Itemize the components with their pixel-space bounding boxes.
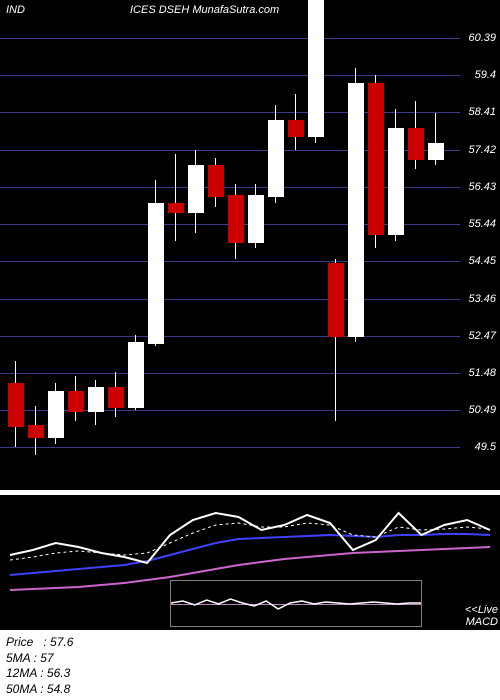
price-level-label: 55.44	[468, 218, 496, 230]
price-level-label: 53.46	[468, 293, 496, 305]
price-level-label: 59.4	[475, 69, 496, 81]
price-level-label: 54.45	[468, 255, 496, 267]
main-candlestick-chart: IND ICES DSEH MunafaSutra.com 60.39 59.4 5…	[0, 0, 500, 490]
info-panel: Price : 57.6 5MA : 57 12MA : 56.3 50MA :…	[0, 635, 500, 700]
chart-container: IND ICES DSEH MunafaSutra.com 60.39 59.4 5…	[0, 0, 500, 700]
source-label: ICES DSEH MunafaSutra.com	[130, 4, 279, 16]
price-level-label: 58.41	[468, 106, 496, 118]
macd-indicator-chart: <<Live MACD	[0, 495, 500, 630]
price-level-label: 51.48	[468, 367, 496, 379]
ma5-info: 5MA : 57	[0, 651, 500, 667]
price-level-label: 57.42	[468, 144, 496, 156]
price-level-label: 50.49	[468, 404, 496, 416]
price-info: Price : 57.6	[0, 635, 500, 651]
price-level-label: 52.47	[468, 330, 496, 342]
symbol-label: IND	[6, 4, 25, 16]
price-level-label: 60.39	[468, 32, 496, 44]
price-level-label: 49.5	[475, 441, 496, 453]
macd-histogram-inset	[170, 580, 422, 627]
macd-label: <<Live MACD	[465, 604, 498, 628]
ma12-info: 12MA : 56.3	[0, 666, 500, 682]
ma50-info: 50MA : 54.8	[0, 682, 500, 698]
inset-poly	[171, 581, 421, 626]
price-level-label: 56.43	[468, 181, 496, 193]
